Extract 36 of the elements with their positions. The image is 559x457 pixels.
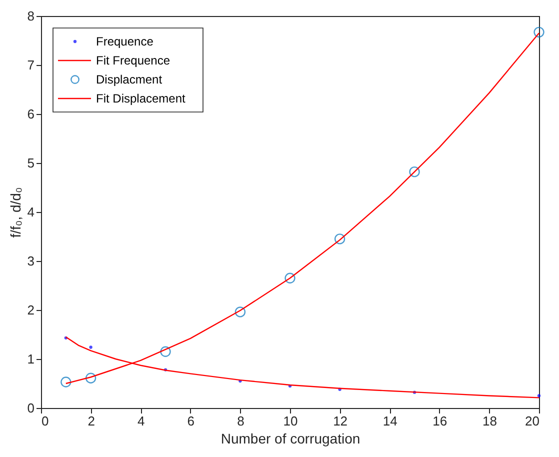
legend-label: Frequence xyxy=(96,34,154,48)
x-tick-label: 6 xyxy=(187,414,195,428)
x-tick-label: 12 xyxy=(333,414,348,428)
point xyxy=(537,394,541,398)
x-tick-label: 18 xyxy=(482,414,497,428)
point xyxy=(85,372,96,384)
x-tick-label: 20 xyxy=(525,414,540,428)
legend-label: Displacment xyxy=(96,72,163,86)
x-tick-label: 4 xyxy=(137,414,145,428)
point xyxy=(534,26,544,38)
point xyxy=(89,346,92,349)
x-tick-label: 0 xyxy=(42,414,49,428)
point xyxy=(334,234,346,244)
point xyxy=(234,306,246,318)
legend-label: Fit Displacement xyxy=(96,92,186,106)
legend-label: Fit Frequence xyxy=(96,54,170,68)
y-tick-label: 7 xyxy=(27,58,34,72)
y-tick-label: 5 xyxy=(27,156,34,170)
x-tick-label: 8 xyxy=(237,414,244,428)
point xyxy=(60,376,72,388)
y-tick-label: 2 xyxy=(27,302,34,318)
y-tick-label: 4 xyxy=(27,204,34,220)
x-tick-label: 14 xyxy=(382,414,398,428)
y-tick-label: 8 xyxy=(27,8,34,24)
y-tick-label: 0 xyxy=(27,400,34,416)
y-tick-label: 1 xyxy=(27,352,34,366)
x-tick-label: 16 xyxy=(432,414,448,428)
x-axis-title: Number of corrugation xyxy=(220,430,360,446)
y-tick-label: 6 xyxy=(27,106,34,122)
y-axis-title: f/f₀, d/d₀ xyxy=(7,187,24,238)
point xyxy=(409,166,420,178)
x-tick-label: 2 xyxy=(88,414,95,428)
point xyxy=(160,346,171,357)
y-tick-label: 3 xyxy=(27,254,34,268)
point xyxy=(284,272,296,284)
x-tick-label: 10 xyxy=(283,414,298,428)
